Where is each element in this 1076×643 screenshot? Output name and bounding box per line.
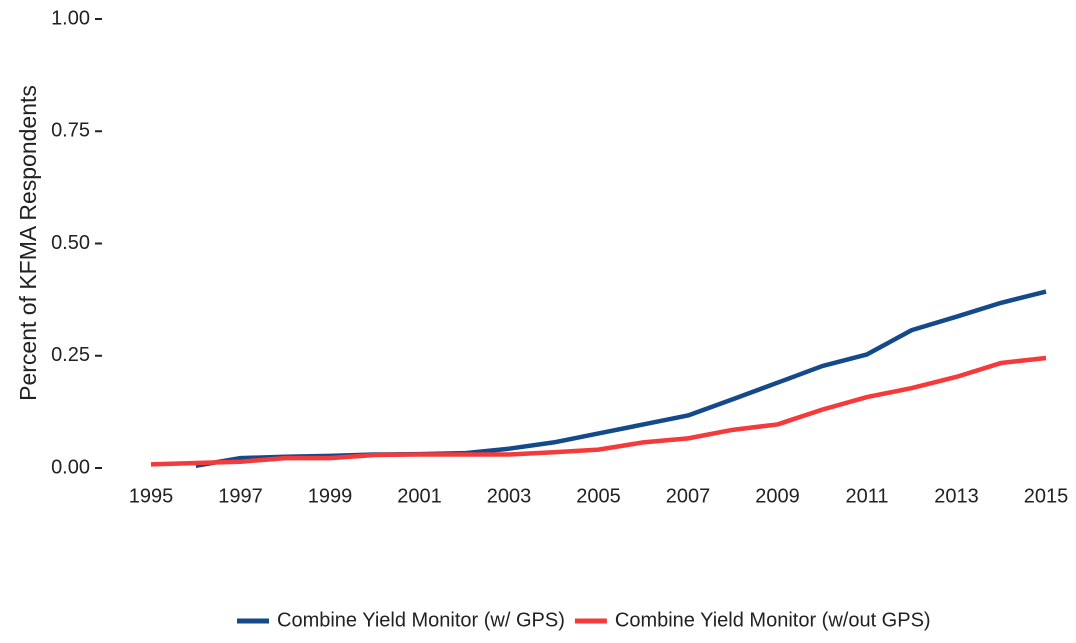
x-tick-label: 2007 <box>666 485 711 507</box>
y-tick-label: 0.50 <box>51 232 90 254</box>
legend-label: Combine Yield Monitor (w/ GPS) <box>277 609 565 631</box>
y-tick-label: 1.00 <box>51 7 90 29</box>
x-tick-label: 2001 <box>397 485 442 507</box>
x-tick-label: 1999 <box>308 485 353 507</box>
x-tick-label: 2015 <box>1024 485 1069 507</box>
x-tick-label: 2005 <box>576 485 621 507</box>
y-tick-label: 0.75 <box>51 120 90 142</box>
y-axis-label: Percent of KFMA Respondents <box>15 85 41 401</box>
y-tick-label: 0.25 <box>51 344 90 366</box>
x-tick-label: 2009 <box>755 485 800 507</box>
x-tick-label: 1995 <box>129 485 174 507</box>
x-tick-label: 2011 <box>845 485 888 507</box>
x-tick-label: 2003 <box>487 485 532 507</box>
x-tick-label: 2013 <box>934 485 979 507</box>
line-series <box>150 355 1047 467</box>
legend-label: Combine Yield Monitor (w/out GPS) <box>615 609 931 631</box>
line-series <box>195 289 1047 468</box>
y-tick-label: 0.00 <box>51 456 90 478</box>
x-tick-label: 1997 <box>218 485 263 507</box>
